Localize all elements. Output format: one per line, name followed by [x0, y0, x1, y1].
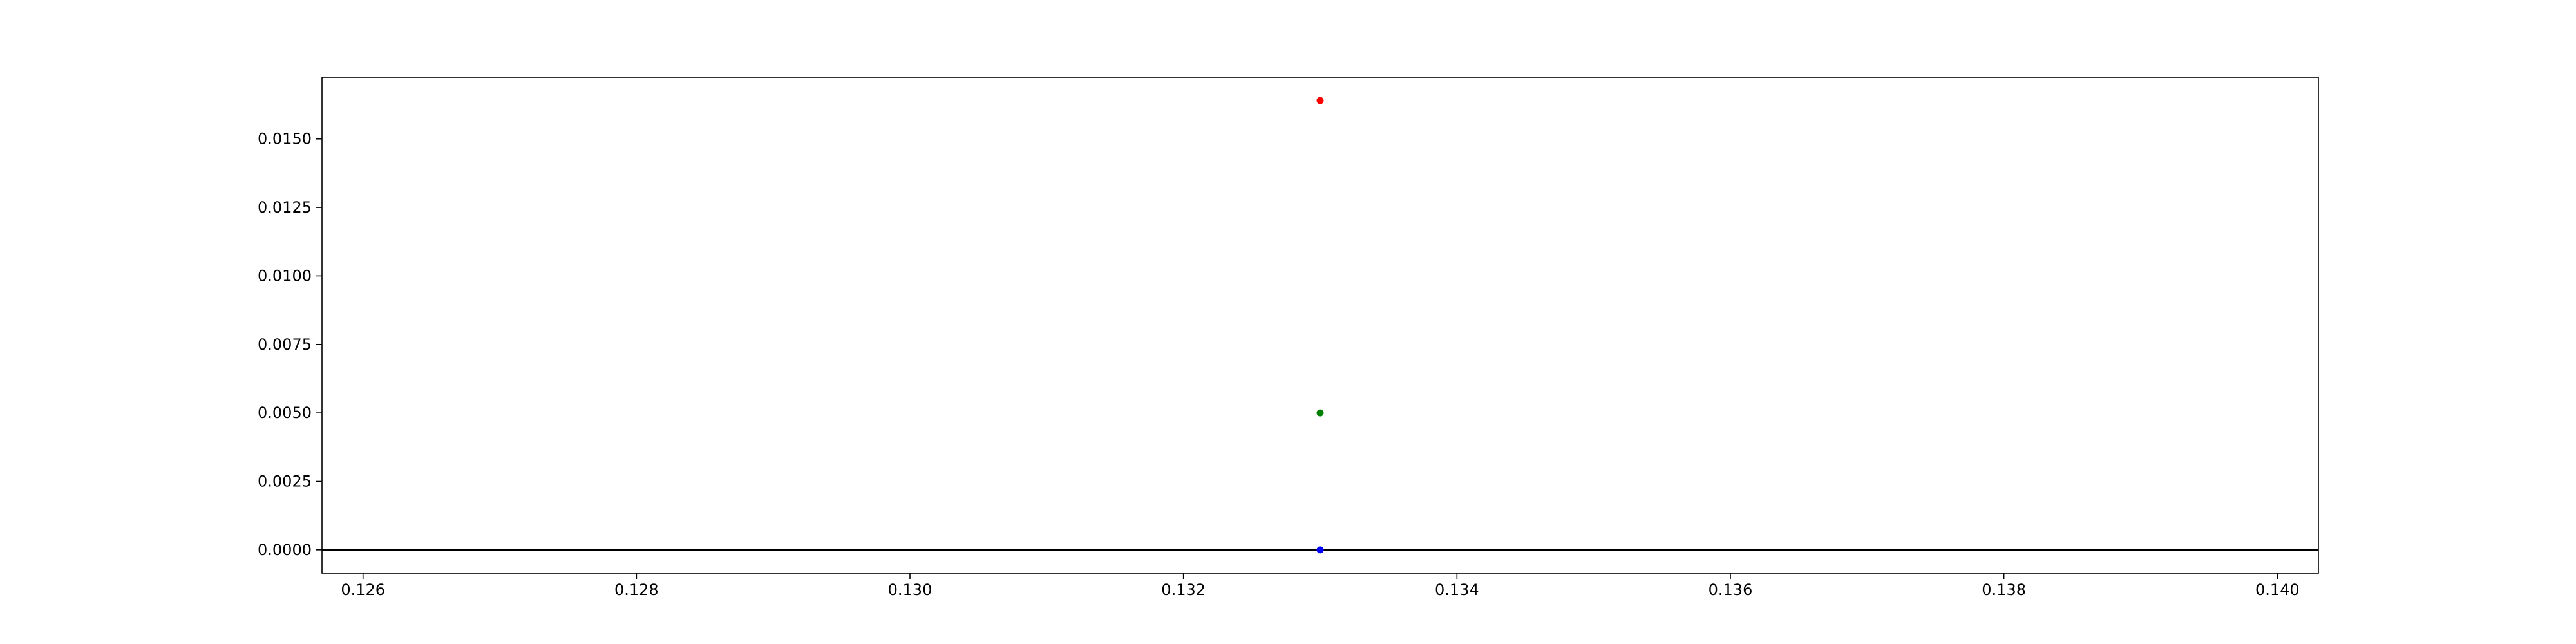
data-point — [1316, 409, 1324, 417]
y-tick-label: 0.0100 — [258, 267, 312, 285]
x-tick-label: 0.136 — [1709, 581, 1753, 599]
y-tick-label: 0.0025 — [258, 472, 312, 490]
plot-area: 0.126 0.128 0.130 0.132 0.134 0.136 0.138 0.140… — [258, 77, 2319, 599]
y-tick-label: 0.0150 — [258, 130, 312, 148]
x-tick-label: 0.128 — [614, 581, 659, 599]
data-point — [1316, 546, 1324, 554]
axes-frame — [321, 77, 2319, 574]
x-tick-label: 0.126 — [341, 581, 385, 599]
y-tick-label: 0.0125 — [258, 198, 312, 216]
y-tick-label: 0.0050 — [258, 404, 312, 422]
x-tick-label: 0.134 — [1435, 581, 1479, 599]
x-tick-label: 0.140 — [2255, 581, 2300, 599]
x-tick-label: 0.130 — [888, 581, 933, 599]
y-tick-label: 0.0075 — [258, 336, 312, 354]
x-tick-label: 0.132 — [1161, 581, 1206, 599]
data-point — [1316, 97, 1324, 104]
x-tick-label: 0.138 — [1982, 581, 2026, 599]
y-tick-label: 0.0000 — [258, 541, 312, 559]
